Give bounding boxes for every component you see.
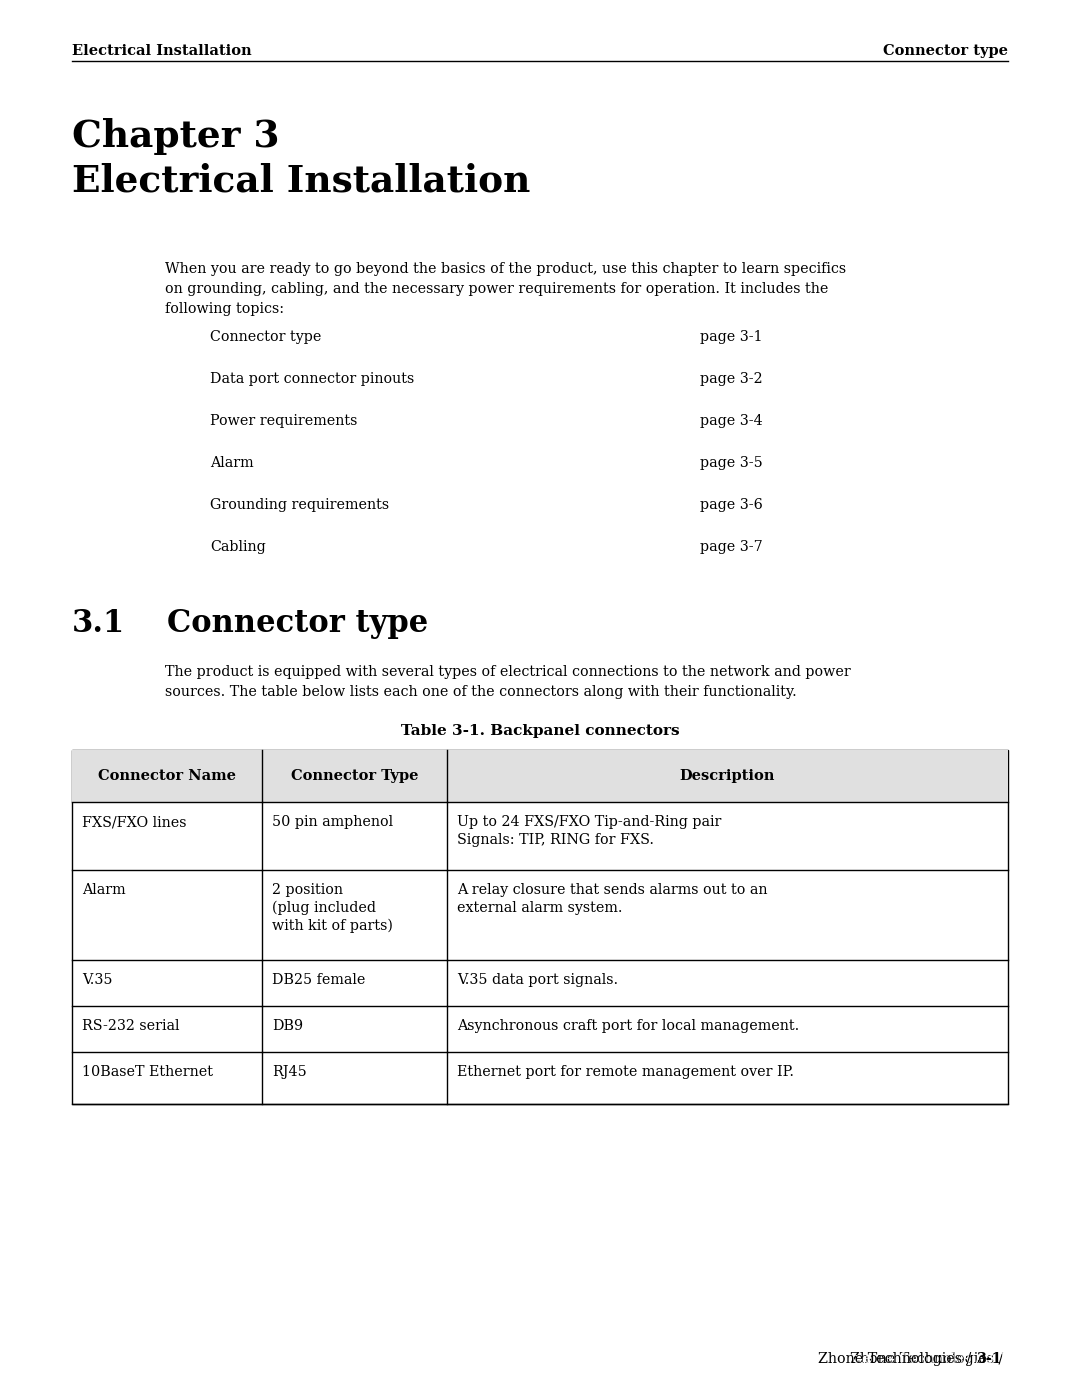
Text: Description: Description (679, 768, 775, 782)
Text: Asynchronous craft port for local management.: Asynchronous craft port for local manage… (457, 1018, 799, 1032)
Text: Connector type: Connector type (210, 330, 322, 344)
Bar (72, 750, 1008, 1104)
Bar (72, 750, 1008, 802)
Text: DB9: DB9 (272, 1018, 303, 1032)
Text: V.35 data port signals.: V.35 data port signals. (457, 972, 618, 988)
Text: 10BaseT Ethernet: 10BaseT Ethernet (82, 1065, 213, 1078)
Text: on grounding, cabling, and the necessary power requirements for operation. It in: on grounding, cabling, and the necessary… (165, 282, 828, 296)
Text: Alarm: Alarm (210, 455, 254, 469)
Text: A relay closure that sends alarms out to an: A relay closure that sends alarms out to… (457, 883, 768, 897)
Text: FXS/FXO lines: FXS/FXO lines (82, 814, 187, 828)
Text: page 3-7: page 3-7 (700, 541, 762, 555)
Text: Data port connector pinouts: Data port connector pinouts (210, 372, 415, 386)
Text: When you are ready to go beyond the basics of the product, use this chapter to l: When you are ready to go beyond the basi… (165, 263, 846, 277)
Text: DB25 female: DB25 female (272, 972, 365, 988)
Text: Chapter 3: Chapter 3 (72, 117, 280, 155)
Text: page 3-6: page 3-6 (700, 497, 762, 511)
Text: 3-1: 3-1 (976, 1352, 1001, 1366)
Text: Electrical Installation: Electrical Installation (72, 43, 252, 59)
Text: Cabling: Cabling (210, 541, 266, 555)
Text: Zhone Technologies /: Zhone Technologies / (850, 1352, 1008, 1366)
Text: page 3-2: page 3-2 (700, 372, 762, 386)
Text: 2 position: 2 position (272, 883, 343, 897)
Text: page 3-1: page 3-1 (700, 330, 762, 344)
Text: Up to 24 FXS/FXO Tip-and-Ring pair: Up to 24 FXS/FXO Tip-and-Ring pair (457, 814, 721, 828)
Text: Connector type: Connector type (883, 43, 1008, 59)
Text: Connector type: Connector type (167, 608, 429, 638)
Text: Grounding requirements: Grounding requirements (210, 497, 389, 511)
Text: RJ45: RJ45 (272, 1065, 307, 1078)
Text: sources. The table below lists each one of the connectors along with their funct: sources. The table below lists each one … (165, 685, 797, 698)
Text: (plug included: (plug included (272, 901, 376, 915)
Text: The product is equipped with several types of electrical connections to the netw: The product is equipped with several typ… (165, 665, 851, 679)
Text: Alarm: Alarm (82, 883, 125, 897)
Text: Zhone Technologies /: Zhone Technologies / (819, 1352, 976, 1366)
Text: Connector Type: Connector Type (291, 768, 418, 782)
Text: Ethernet port for remote management over IP.: Ethernet port for remote management over… (457, 1065, 794, 1078)
Text: Electrical Installation: Electrical Installation (72, 163, 530, 200)
Text: Table 3-1. Backpanel connectors: Table 3-1. Backpanel connectors (401, 724, 679, 738)
Text: RS-232 serial: RS-232 serial (82, 1018, 179, 1032)
Text: 50 pin amphenol: 50 pin amphenol (272, 814, 393, 828)
Text: external alarm system.: external alarm system. (457, 901, 622, 915)
Text: V.35: V.35 (82, 972, 112, 988)
Text: Signals: TIP, RING for FXS.: Signals: TIP, RING for FXS. (457, 833, 654, 847)
Text: Power requirements: Power requirements (210, 414, 357, 427)
Text: following topics:: following topics: (165, 302, 284, 316)
Text: Connector Name: Connector Name (98, 768, 237, 782)
Text: page 3-4: page 3-4 (700, 414, 762, 427)
Text: Zhone Technologies / 3-1: Zhone Technologies / 3-1 (827, 1352, 1008, 1366)
Text: page 3-5: page 3-5 (700, 455, 762, 469)
Text: 3.1: 3.1 (72, 608, 125, 638)
Text: with kit of parts): with kit of parts) (272, 919, 393, 933)
